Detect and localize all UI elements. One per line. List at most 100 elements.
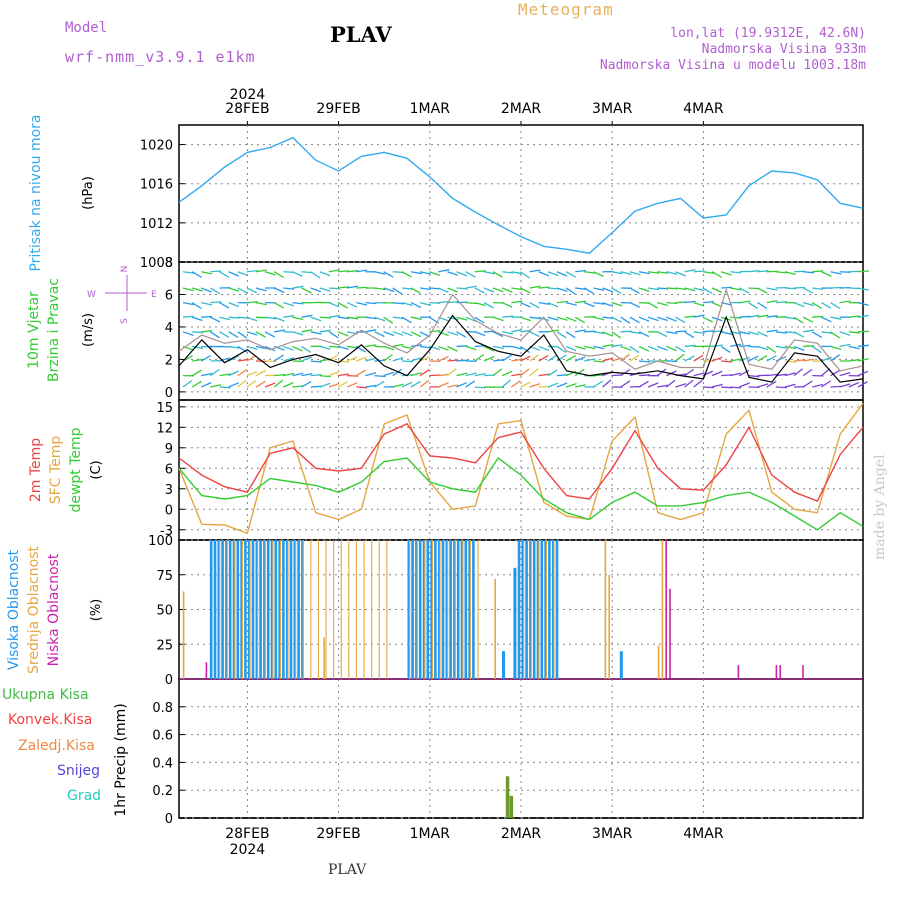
- wind-arrow: [310, 360, 322, 363]
- dewpt-temp-line: [178, 456, 864, 531]
- wind-arrow: [483, 302, 494, 309]
- mid-cloud-bar: [424, 540, 426, 679]
- wind-speed-line: [178, 314, 864, 383]
- wind-arrow: [438, 373, 450, 377]
- wind-arrow: [401, 331, 413, 337]
- bottom-day-label: 1MAR: [410, 826, 451, 842]
- wind-arrow: [657, 287, 669, 290]
- wind-arrow: [848, 358, 860, 362]
- wind-arrow: [565, 287, 576, 295]
- wind-arrow: [775, 345, 787, 349]
- wind-arrow: [857, 344, 869, 348]
- wind-arrow: [593, 345, 605, 350]
- wind-arrow: [803, 358, 815, 362]
- y-tick-label: -3: [160, 524, 173, 539]
- wind-arrow: [693, 372, 705, 377]
- wind-arrow: [620, 345, 632, 351]
- compass-north: N: [120, 266, 130, 273]
- wind-arrow: [665, 379, 676, 388]
- mid-cloud-bar: [333, 540, 335, 679]
- wind-arrow: [410, 357, 422, 362]
- high-cloud-bar: [449, 540, 452, 679]
- high-cloud-bar: [525, 540, 528, 679]
- wind-arrow: [839, 331, 851, 336]
- wind-arrow: [346, 382, 358, 388]
- mid-cloud-bar: [226, 540, 228, 679]
- wind-arrow: [538, 373, 550, 377]
- wind-arrow: [575, 269, 587, 273]
- temp-axis-title-sfc: SFC Temp: [48, 436, 64, 505]
- wind-arrow: [191, 316, 203, 322]
- wind-arrow: [219, 386, 231, 389]
- high-cloud-bar: [247, 540, 251, 679]
- wind-arrow: [501, 379, 512, 388]
- temp-unit: (C): [89, 460, 104, 479]
- wind-arrow: [538, 271, 550, 277]
- wind-arrow: [374, 271, 386, 275]
- wind-arrow: [821, 316, 832, 323]
- y-tick-label: 1008: [140, 256, 173, 271]
- wind-arrow: [438, 345, 449, 351]
- wind-arrow: [465, 301, 477, 305]
- wind-arrow: [438, 287, 449, 293]
- y-tick-label: 1016: [140, 178, 173, 193]
- high-cloud-bar: [255, 540, 259, 679]
- cloud-bar: [323, 637, 325, 679]
- cloud-bar: [661, 540, 664, 679]
- model-altitude-label: Nadmorska Visina u modelu 1003.18m: [599, 58, 866, 73]
- wind-arrow: [401, 271, 412, 278]
- y-tick-label: 50: [156, 604, 173, 619]
- wind-arrow: [502, 271, 514, 274]
- y-tick-label: 6: [165, 288, 173, 303]
- mid-cloud-bar: [287, 540, 289, 679]
- wind-arrow: [775, 271, 787, 274]
- wind-arrow: [492, 345, 505, 350]
- wind-arrow: [273, 287, 285, 294]
- wind-arrow: [593, 316, 605, 321]
- wind-arrow: [830, 316, 842, 320]
- top-day-label: 28FEB: [225, 101, 269, 117]
- wind-arrow: [392, 343, 404, 348]
- wind-arrow: [556, 331, 567, 339]
- wind-arrow: [702, 271, 714, 274]
- wind-arrow: [802, 380, 813, 388]
- bottom-day-label: 29FEB: [316, 826, 360, 842]
- bottom-day-label: 28FEB: [225, 826, 269, 842]
- wind-arrow: [246, 354, 257, 362]
- wind-arrow: [246, 269, 258, 273]
- wind-arrow: [283, 357, 294, 362]
- wind-arrow: [739, 315, 751, 318]
- wind-arrow: [675, 271, 686, 277]
- wind-arrow: [319, 287, 331, 292]
- wind-arrow: [410, 271, 422, 275]
- wind-arrow: [301, 381, 312, 388]
- cloud-axis-title-low: Niska Oblacnost: [46, 553, 62, 666]
- high-cloud-bar: [418, 540, 422, 679]
- wind-arrow: [529, 302, 540, 309]
- wind-arrow: [739, 287, 750, 294]
- wind-arrow: [730, 316, 742, 319]
- wind-arrow: [839, 343, 851, 348]
- mid-cloud-bar: [454, 540, 456, 679]
- high-cloud-bar: [415, 540, 418, 679]
- wind-arrow: [638, 316, 650, 322]
- wind-arrow: [410, 287, 421, 294]
- wind-arrow: [830, 369, 841, 377]
- wind-arrow: [401, 316, 412, 324]
- wind-arrow: [401, 381, 413, 388]
- mid-cloud-bar: [257, 540, 259, 679]
- wind-arrow: [602, 357, 614, 362]
- compass-west: W: [87, 290, 96, 300]
- wind-arrow: [593, 271, 604, 277]
- cloud-axis-title-mid: Srednja Oblacnost: [26, 546, 42, 674]
- high-cloud-bar: [445, 540, 449, 679]
- high-cloud-bar: [282, 540, 285, 679]
- precip-axis-title: 1hr Precip (mm): [113, 703, 129, 816]
- wind-arrow: [182, 287, 194, 292]
- wind-arrow: [556, 271, 568, 277]
- wind-arrow: [456, 287, 468, 290]
- wind-arrow: [520, 271, 530, 279]
- mid-cloud-bar: [462, 540, 464, 679]
- wind-arrow: [356, 269, 368, 273]
- wind-arrow: [201, 287, 212, 293]
